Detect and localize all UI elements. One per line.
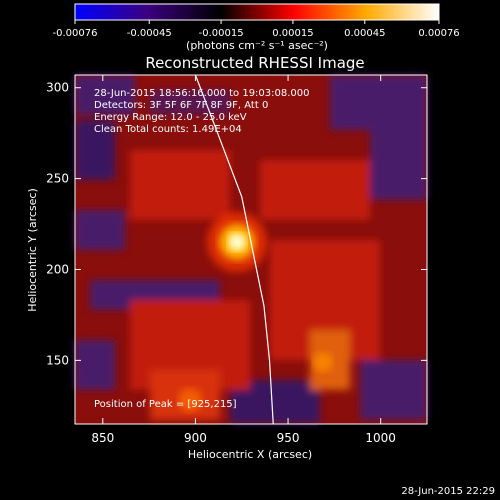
colorbar-ticks: -0.00076 -0.00045 -0.00015 0.00015 0.00045 0.… — [53, 20, 460, 39]
y-tick-label: 200 — [46, 262, 69, 276]
footer-timestamp: 28-Jun-2015 22:29 — [401, 486, 495, 497]
annotation-detectors: Detectors: 3F 5F 6F 7F 8F 9F, Att 0 — [94, 100, 268, 111]
colorbar-tick-label: 0.00015 — [272, 28, 313, 39]
x-tick-label: 850 — [91, 431, 114, 445]
colorbar-tick-label: 0.00045 — [344, 28, 385, 39]
y-tick-label: 300 — [46, 81, 69, 95]
y-axis-label: Heliocentric Y (arcsec) — [26, 188, 39, 312]
x-axis-ticks: 850 900 950 1000 — [91, 75, 396, 445]
colorbar-unit-label: (photons cm⁻² s⁻¹ asec⁻²) — [186, 39, 328, 52]
solar-limb-curve — [194, 74, 274, 425]
colorbar-tick-label: -0.00015 — [199, 28, 244, 39]
colorbar-tick-label: -0.00076 — [53, 28, 98, 39]
x-tick-label: 1000 — [365, 431, 396, 445]
annotation-energy: Energy Range: 12.0 - 25.0 keV — [94, 112, 247, 123]
annotation-time: 28-Jun-2015 18:56:16.000 to 19:03:08.000 — [94, 88, 310, 99]
x-tick-label: 950 — [277, 431, 300, 445]
y-tick-label: 250 — [46, 172, 69, 186]
x-axis-label: Heliocentric X (arcsec) — [188, 448, 312, 461]
annotation-clean: Clean Total counts: 1.49E+04 — [94, 124, 242, 135]
colorbar-tick-label: 0.00076 — [418, 28, 459, 39]
x-tick-label: 900 — [184, 431, 207, 445]
plot-frame — [74, 74, 428, 425]
annotation-peak: Position of Peak = [925,215] — [94, 399, 237, 410]
y-tick-label: 150 — [46, 353, 69, 367]
colorbar-tick-label: -0.00045 — [127, 28, 172, 39]
chart-title: Reconstructed RHESSI Image — [145, 54, 364, 72]
colorbar — [74, 3, 440, 21]
y-axis-ticks: 150 200 250 300 — [46, 81, 427, 367]
heatmap-image — [75, 75, 427, 424]
